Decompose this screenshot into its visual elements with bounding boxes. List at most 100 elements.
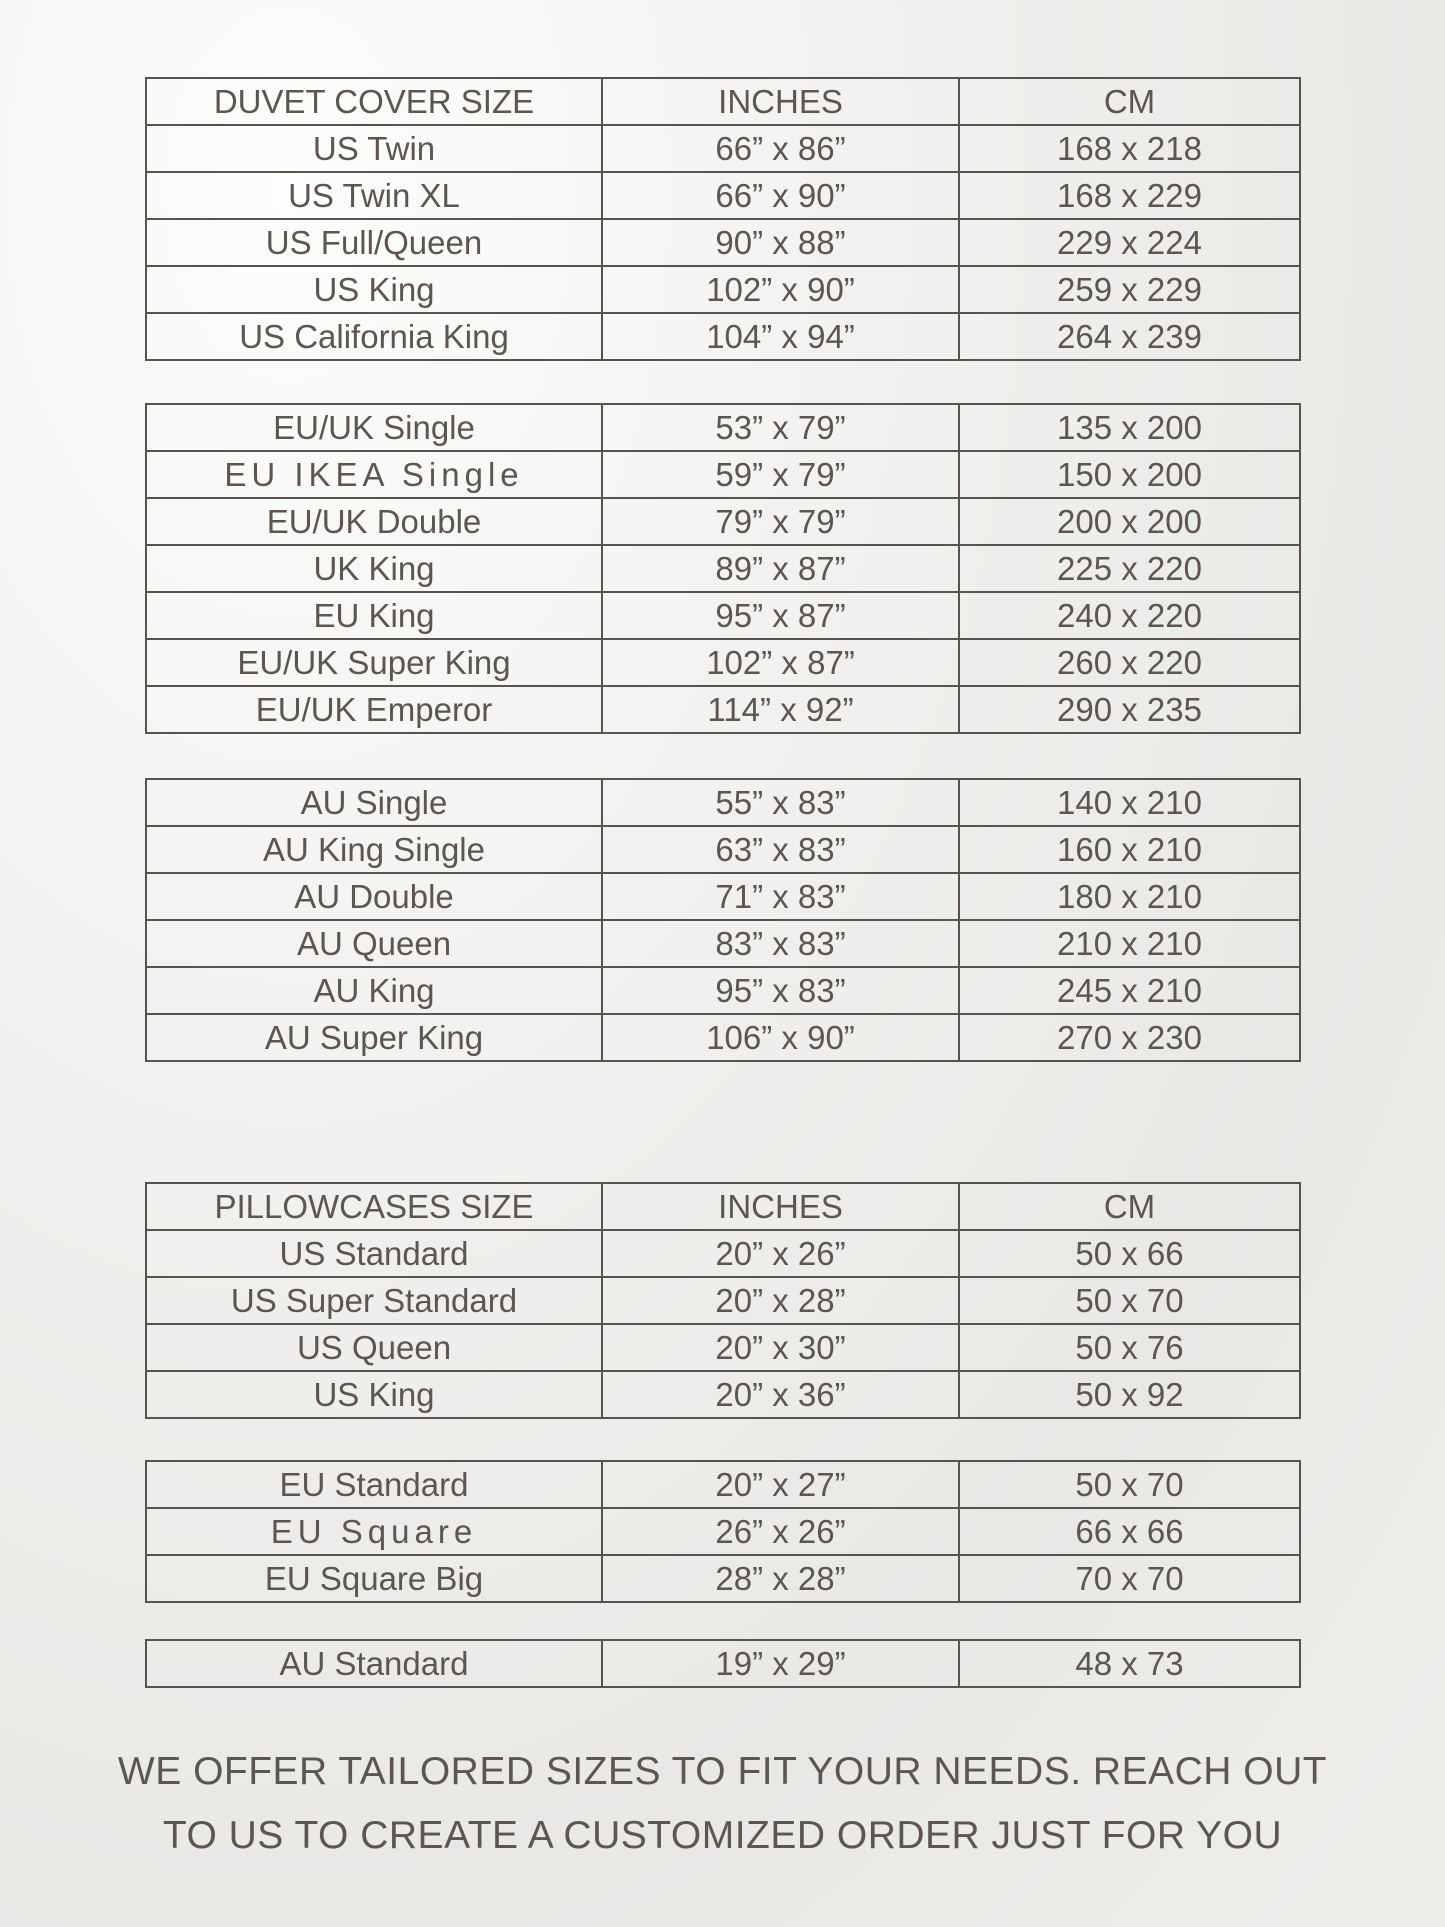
cell-cm: 50 x 66 [958, 1229, 1301, 1278]
footer-line-1: WE OFFER TAILORED SIZES TO FIT YOUR NEED… [117, 1750, 1328, 1793]
header-size-name: PILLOWCASES SIZE [145, 1182, 603, 1231]
header-row: PILLOWCASES SIZE INCHES CM [145, 1182, 1301, 1231]
table-row: EU Square 26” x 26” 66 x 66 [145, 1507, 1301, 1556]
cell-inches: 66” x 86” [601, 124, 960, 173]
cell-inches: 20” x 28” [601, 1276, 960, 1325]
cell-size-name: US King [145, 1370, 603, 1419]
custom-order-note: WE OFFER TAILORED SIZES TO FIT YOUR NEED… [100, 1740, 1345, 1868]
cell-inches: 90” x 88” [601, 218, 960, 267]
cell-cm: 260 x 220 [958, 638, 1301, 687]
cell-inches: 102” x 87” [601, 638, 960, 687]
cell-cm: 259 x 229 [958, 265, 1301, 314]
cell-inches: 79” x 79” [601, 497, 960, 546]
cell-inches: 59” x 79” [601, 450, 960, 499]
cell-cm: 168 x 218 [958, 124, 1301, 173]
cell-size-name: AU Single [145, 778, 603, 827]
cell-cm: 160 x 210 [958, 825, 1301, 874]
table-row: US Queen 20” x 30” 50 x 76 [145, 1323, 1301, 1372]
table-row: AU King Single 63” x 83” 160 x 210 [145, 825, 1301, 874]
cell-inches: 102” x 90” [601, 265, 960, 314]
cell-size-name: US California King [145, 312, 603, 361]
footer-line-2: TO US TO CREATE A CUSTOMIZED ORDER JUST … [162, 1814, 1283, 1857]
table-row: US Standard 20” x 26” 50 x 66 [145, 1229, 1301, 1278]
table-row: UK King 89” x 87” 225 x 220 [145, 544, 1301, 593]
cell-size-name: AU Super King [145, 1013, 603, 1062]
header-cm: CM [958, 1182, 1301, 1231]
cell-cm: 225 x 220 [958, 544, 1301, 593]
cell-cm: 50 x 76 [958, 1323, 1301, 1372]
duvet-size-table: EU/UK Single 53” x 79” 135 x 200 EU IKEA Si… [145, 403, 1301, 734]
cell-inches: 20” x 36” [601, 1370, 960, 1419]
table-row: US Twin XL 66” x 90” 168 x 229 [145, 171, 1301, 220]
cell-cm: 264 x 239 [958, 312, 1301, 361]
cell-size-name: EU/UK Super King [145, 638, 603, 687]
cell-cm: 180 x 210 [958, 872, 1301, 921]
cell-cm: 50 x 92 [958, 1370, 1301, 1419]
duvet-size-table: AU Single 55” x 83” 140 x 210 AU King Singl… [145, 778, 1301, 1062]
cell-inches: 66” x 90” [601, 171, 960, 220]
cell-size-name: EU Square [145, 1507, 603, 1556]
cell-cm: 50 x 70 [958, 1460, 1301, 1509]
table-row: AU Single 55” x 83” 140 x 210 [145, 778, 1301, 827]
cell-size-name: US Twin XL [145, 171, 603, 220]
cell-size-name: EU IKEA Single [145, 450, 603, 499]
cell-cm: 200 x 200 [958, 497, 1301, 546]
pillow-size-table: EU Standard 20” x 27” 50 x 70 EU Square 26” … [145, 1460, 1301, 1603]
table-row: EU/UK Double 79” x 79” 200 x 200 [145, 497, 1301, 546]
cell-cm: 150 x 200 [958, 450, 1301, 499]
cell-size-name: EU/UK Single [145, 403, 603, 452]
cell-cm: 245 x 210 [958, 966, 1301, 1015]
cell-inches: 95” x 87” [601, 591, 960, 640]
table-row: US Full/Queen 90” x 88” 229 x 224 [145, 218, 1301, 267]
cell-inches: 20” x 27” [601, 1460, 960, 1509]
cell-size-name: AU Standard [145, 1639, 603, 1688]
cell-size-name: AU Double [145, 872, 603, 921]
cell-cm: 290 x 235 [958, 685, 1301, 734]
cell-inches: 26” x 26” [601, 1507, 960, 1556]
cell-size-name: US Twin [145, 124, 603, 173]
header-inches: INCHES [601, 1182, 960, 1231]
cell-cm: 135 x 200 [958, 403, 1301, 452]
table-row: EU/UK Single 53” x 79” 135 x 200 [145, 403, 1301, 452]
cell-inches: 71” x 83” [601, 872, 960, 921]
duvet-size-table: DUVET COVER SIZE INCHES CM US Twin 66” x 86”… [145, 77, 1301, 361]
table-row: AU Double 71” x 83” 180 x 210 [145, 872, 1301, 921]
cell-size-name: US Standard [145, 1229, 603, 1278]
cell-inches: 19” x 29” [601, 1639, 960, 1688]
pillow-size-table: PILLOWCASES SIZE INCHES CM US Standard 20” x… [145, 1182, 1301, 1419]
cell-size-name: EU/UK Double [145, 497, 603, 546]
table-row: EU/UK Super King 102” x 87” 260 x 220 [145, 638, 1301, 687]
header-cm: CM [958, 77, 1301, 126]
table-row: US Super Standard 20” x 28” 50 x 70 [145, 1276, 1301, 1325]
pillow-size-table: AU Standard 19” x 29” 48 x 73 [145, 1639, 1301, 1688]
table-row: EU King 95” x 87” 240 x 220 [145, 591, 1301, 640]
cell-size-name: EU King [145, 591, 603, 640]
cell-size-name: US Queen [145, 1323, 603, 1372]
cell-inches: 20” x 30” [601, 1323, 960, 1372]
cell-cm: 50 x 70 [958, 1276, 1301, 1325]
table-row: EU IKEA Single 59” x 79” 150 x 200 [145, 450, 1301, 499]
cell-cm: 168 x 229 [958, 171, 1301, 220]
cell-size-name: EU/UK Emperor [145, 685, 603, 734]
cell-size-name: US Super Standard [145, 1276, 603, 1325]
cell-size-name: UK King [145, 544, 603, 593]
table-row: EU/UK Emperor 114” x 92” 290 x 235 [145, 685, 1301, 734]
cell-inches: 53” x 79” [601, 403, 960, 452]
cell-size-name: EU Standard [145, 1460, 603, 1509]
cell-inches: 89” x 87” [601, 544, 960, 593]
table-row: US King 20” x 36” 50 x 92 [145, 1370, 1301, 1419]
table-row: US California King 104” x 94” 264 x 239 [145, 312, 1301, 361]
cell-inches: 114” x 92” [601, 685, 960, 734]
table-row: EU Square Big 28” x 28” 70 x 70 [145, 1554, 1301, 1603]
header-inches: INCHES [601, 77, 960, 126]
cell-cm: 229 x 224 [958, 218, 1301, 267]
cell-size-name: AU Queen [145, 919, 603, 968]
header-size-name: DUVET COVER SIZE [145, 77, 603, 126]
table-row: US King 102” x 90” 259 x 229 [145, 265, 1301, 314]
table-row: AU King 95” x 83” 245 x 210 [145, 966, 1301, 1015]
cell-cm: 66 x 66 [958, 1507, 1301, 1556]
table-row: EU Standard 20” x 27” 50 x 70 [145, 1460, 1301, 1509]
cell-cm: 70 x 70 [958, 1554, 1301, 1603]
cell-inches: 55” x 83” [601, 778, 960, 827]
table-row: AU Standard 19” x 29” 48 x 73 [145, 1639, 1301, 1688]
